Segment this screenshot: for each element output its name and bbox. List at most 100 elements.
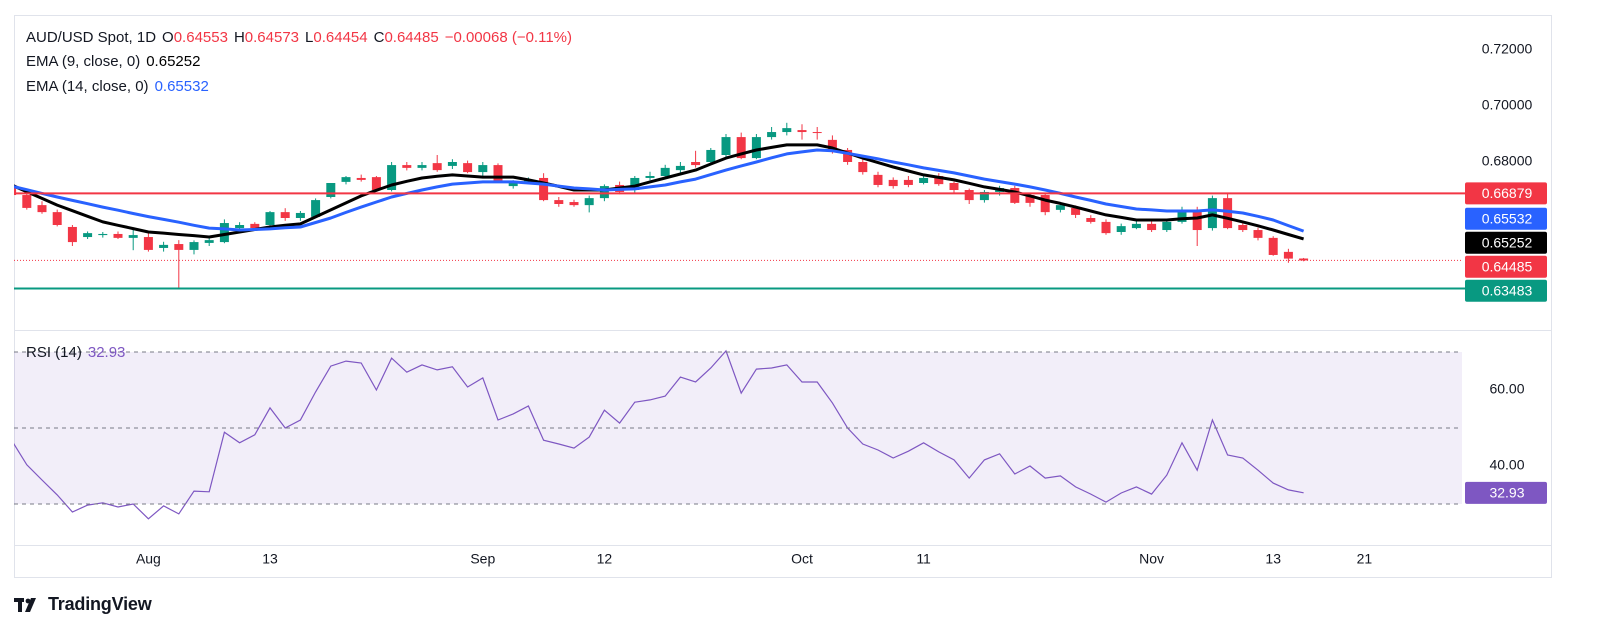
symbol-legend: AUD/USD Spot, 1D O0.64553 H0.64573 L0.64454…	[26, 28, 578, 48]
price-label-box	[1465, 231, 1547, 254]
price-label: 0.64485	[1482, 258, 1533, 274]
chart-frame	[14, 15, 1552, 578]
candle-body	[1086, 218, 1096, 222]
x-tick-label: Nov	[1139, 551, 1164, 567]
ohlc-label: H	[233, 29, 245, 46]
ohlc-value: 0.64573	[244, 29, 300, 46]
price-label: 0.65532	[1482, 210, 1533, 226]
candle-body	[1192, 209, 1202, 231]
price-label-box	[1465, 481, 1547, 504]
candle-body	[219, 223, 229, 243]
candle-body	[387, 165, 397, 190]
candle-body	[326, 183, 336, 197]
candle-body	[1283, 251, 1293, 259]
price-label: 32.93	[1489, 485, 1524, 501]
brand-name: TradingView	[48, 594, 152, 614]
candle-body	[432, 163, 442, 171]
candle-body	[478, 165, 488, 173]
candle-body	[1101, 221, 1111, 234]
price-label: 0.66879	[1482, 185, 1533, 201]
candle-body	[1116, 226, 1126, 232]
y-tick-label: 0.70000	[1482, 97, 1533, 113]
candle-body	[660, 167, 670, 176]
candle-body	[311, 200, 321, 217]
candle-body	[204, 240, 214, 243]
y-tick-label: 40.00	[1489, 457, 1524, 473]
price-label-box	[1465, 279, 1547, 302]
candle-body	[417, 165, 427, 168]
indicator-name: EMA (9, close, 0)	[26, 53, 141, 70]
candle-body	[113, 233, 123, 238]
price-change: −0.00068 (−0.11%)	[444, 29, 573, 46]
candle-body	[1162, 221, 1172, 231]
candle-body	[964, 190, 974, 201]
candle-body	[356, 177, 366, 180]
candle-body	[128, 235, 138, 238]
candle-body	[721, 137, 731, 155]
candle-body	[371, 177, 381, 190]
indicator-value: 0.65532	[154, 78, 209, 95]
y-tick-label: 0.68000	[1482, 153, 1533, 169]
candle-body	[159, 244, 169, 248]
x-tick-label: 13	[1265, 551, 1281, 567]
candle-body	[554, 200, 564, 204]
candle-body	[630, 177, 640, 190]
candle-body	[508, 181, 518, 187]
candle-body	[493, 165, 503, 182]
candle-body	[691, 162, 701, 166]
candle-body	[949, 183, 959, 190]
price-label: 0.65252	[1482, 234, 1533, 250]
candle-body	[143, 237, 153, 250]
candle-body	[1177, 209, 1187, 222]
indicator-value: 32.93	[87, 344, 126, 361]
candle-body	[402, 165, 412, 168]
ohlc-value: 0.64485	[384, 29, 439, 46]
candle-body	[174, 244, 184, 250]
candle-body	[37, 205, 47, 213]
y-tick-label: 60.00	[1489, 381, 1524, 397]
candle-body	[250, 223, 260, 229]
ohlc-label: L	[305, 29, 314, 46]
candle-body	[767, 132, 777, 138]
candle-body	[569, 202, 579, 206]
candle-body	[979, 191, 989, 201]
candle-body	[98, 233, 108, 236]
candle-body	[934, 176, 944, 185]
candle-body	[706, 149, 716, 162]
indicator-row: EMA (9, close, 0) 0.65252	[26, 52, 206, 72]
x-tick-label: Oct	[791, 551, 813, 567]
candle-body	[189, 242, 199, 250]
x-tick-label: Sep	[470, 551, 495, 567]
ema-line	[14, 148, 1305, 233]
ohlc-value: 0.64553	[173, 29, 228, 46]
candle-body	[447, 162, 457, 166]
candle-body	[888, 179, 898, 187]
candle-body	[295, 212, 305, 218]
candle-body	[1253, 230, 1263, 238]
candle-body	[1268, 237, 1278, 255]
candle-body	[341, 177, 351, 182]
candle-body	[782, 128, 792, 133]
rsi-line	[14, 349, 1304, 520]
y-tick-label: 0.72000	[1482, 41, 1533, 57]
x-tick-label: 11	[916, 551, 931, 567]
price-label-box	[1465, 182, 1547, 205]
rsi-legend: RSI (14) 32.93	[26, 343, 131, 363]
candle-body	[919, 177, 929, 183]
candle-body	[645, 176, 655, 178]
candle-body	[1207, 198, 1217, 229]
x-tick-label: 21	[1357, 551, 1373, 567]
ohlc-value: 0.64454	[313, 29, 368, 46]
indicator-row: EMA (14, close, 0) 0.65532	[26, 77, 215, 97]
candle-body	[675, 165, 685, 171]
candle-body	[67, 226, 77, 243]
candle-body	[1040, 195, 1050, 213]
candle-body	[827, 139, 837, 152]
candle-body	[858, 162, 868, 173]
x-tick-label: Aug	[136, 551, 161, 567]
candle-body	[1025, 195, 1035, 203]
price-label-box	[1465, 207, 1547, 230]
candle-body	[1238, 225, 1248, 231]
